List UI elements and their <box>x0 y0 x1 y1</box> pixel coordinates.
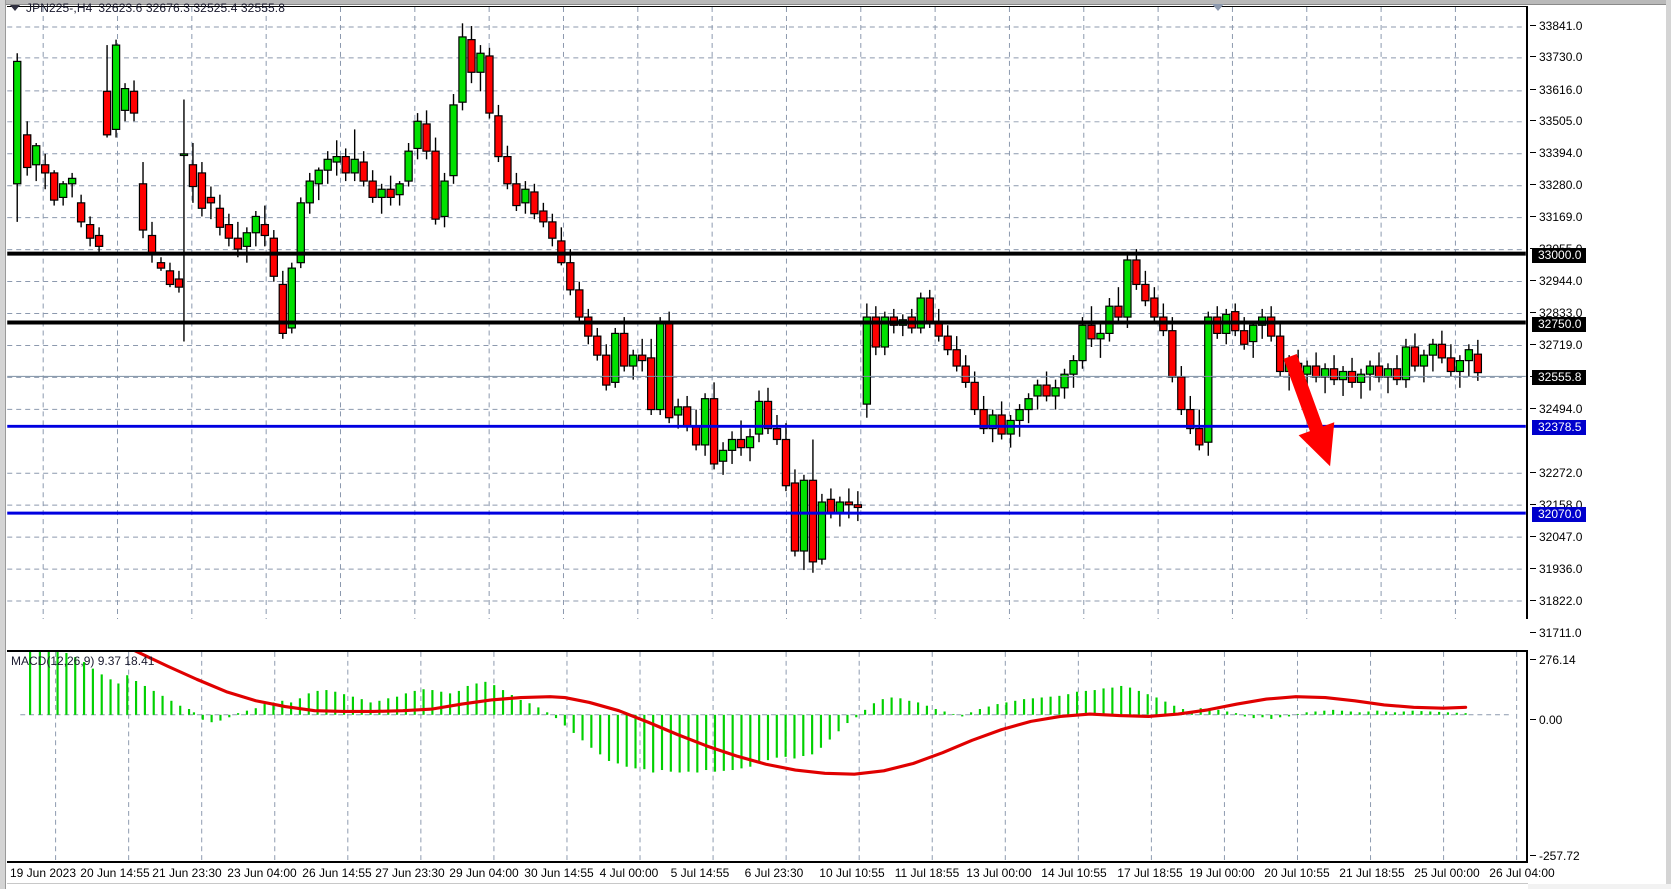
time-label: 25 Jul 00:00 <box>1414 866 1480 880</box>
price-tick-32833.0: 32833.0 <box>1530 306 1582 320</box>
price-tick-31822.0: 31822.0 <box>1530 594 1582 608</box>
time-label: 11 Jul 18:55 <box>894 866 960 880</box>
tick-dash <box>1530 216 1536 217</box>
tick-dash <box>1530 152 1536 153</box>
tick-dash <box>1530 536 1536 537</box>
tick-dash <box>1530 855 1536 856</box>
time-label: 17 Jul 18:55 <box>1117 866 1183 880</box>
price-tick-33394.0: 33394.0 <box>1530 146 1582 160</box>
time-label: 13 Jul 00:00 <box>966 866 1032 880</box>
macd-tick-276.14: 276.14 <box>1530 653 1576 667</box>
tick-dash <box>1530 56 1536 57</box>
price-tick-33616.0: 33616.0 <box>1530 83 1582 97</box>
price-tag-32555.8[interactable]: 32555.8 <box>1532 370 1587 385</box>
tick-dash <box>1530 472 1536 473</box>
chart-top-marker[interactable] <box>1212 4 1224 11</box>
price-axis[interactable]: 33841.0 33730.0 33616.0 33505.0 33394.0 33280… <box>1530 6 1666 863</box>
time-label: 5 Jul 14:55 <box>670 866 730 880</box>
price-tick-32944.0: 32944.0 <box>1530 274 1582 288</box>
tick-dash <box>1530 408 1536 409</box>
price-tick-32719.0: 32719.0 <box>1530 338 1582 352</box>
tick-dash <box>1530 312 1536 313</box>
tick-dash <box>1530 89 1536 90</box>
symbol-label: JPN225-,H4 <box>26 1 93 15</box>
time-label: 30 Jun 14:55 <box>524 866 594 880</box>
tick-dash <box>1530 659 1536 660</box>
tick-dash <box>1530 600 1536 601</box>
tick-dash <box>1530 120 1536 121</box>
price-tick-32272.0: 32272.0 <box>1530 466 1582 480</box>
time-label: 21 Jun 23:30 <box>152 866 222 880</box>
macd-indicator-pane[interactable]: MACD(12,26,9) 9.37 18.41 <box>7 650 1528 863</box>
time-label: 19 Jul 00:00 <box>1189 866 1255 880</box>
time-label: 27 Jun 23:30 <box>375 866 445 880</box>
price-tag-33000.0[interactable]: 33000.0 <box>1532 248 1587 263</box>
window-top-frame <box>0 0 1671 5</box>
tick-dash <box>1530 184 1536 185</box>
time-axis[interactable]: 19 Jun 2023 20 Jun 14:55 21 Jun 23:30 23 Ju… <box>7 864 1555 884</box>
macd-label: MACD(12,26,9) 9.37 18.41 <box>11 654 155 668</box>
time-label: 4 Jul 00:00 <box>599 866 659 880</box>
ohlc-values: 32623.6 32676.3 32525.4 32555.8 <box>98 1 285 15</box>
price-tick-33505.0: 33505.0 <box>1530 114 1582 128</box>
candlestick-plot <box>7 23 1526 573</box>
time-label: 29 Jun 04:00 <box>449 866 519 880</box>
price-tag-32070.0[interactable]: 32070.0 <box>1532 507 1587 522</box>
time-label: 26 Jul 04:00 <box>1489 866 1555 880</box>
window-right-frame <box>1666 0 1671 889</box>
price-tag-32378.5[interactable]: 32378.5 <box>1532 420 1587 435</box>
tick-dash <box>1530 632 1536 633</box>
price-tick-31936.0: 31936.0 <box>1530 562 1582 576</box>
triangle-down-icon[interactable] <box>10 5 20 11</box>
tick-dash <box>1530 504 1536 505</box>
price-tick-33169.0: 33169.0 <box>1530 210 1582 224</box>
time-label: 6 Jul 23:30 <box>744 866 804 880</box>
price-tick-32494.0: 32494.0 <box>1530 402 1582 416</box>
price-tick-31711.0: 31711.0 <box>1530 626 1582 640</box>
tick-dash <box>1530 568 1536 569</box>
price-tick-33730.0: 33730.0 <box>1530 50 1582 64</box>
price-tag-32750.0[interactable]: 32750.0 <box>1532 317 1587 332</box>
tick-dash <box>1530 344 1536 345</box>
time-label: 26 Jun 14:55 <box>302 866 372 880</box>
macd-plot <box>29 652 1468 776</box>
symbol-info-bar: JPN225-,H4 32623.6 32676.3 32525.4 32555… <box>10 1 285 15</box>
time-label: 19 Jun 2023 <box>9 866 77 880</box>
price-tick-33841.0: 33841.0 <box>1530 19 1582 33</box>
macd-tick-0.00: 0.00 <box>1530 713 1562 727</box>
time-label: 20 Jun 14:55 <box>80 866 150 880</box>
macd-tick--257.72: -257.72 <box>1530 849 1580 863</box>
tick-dash <box>1530 280 1536 281</box>
window-left-frame <box>0 0 6 889</box>
macd-grid <box>20 652 1518 861</box>
time-label: 23 Jun 04:00 <box>227 866 297 880</box>
time-label: 20 Jul 10:55 <box>1264 866 1330 880</box>
time-label: 14 Jul 10:55 <box>1041 866 1107 880</box>
price-tick-33280.0: 33280.0 <box>1530 178 1582 192</box>
time-label: 10 Jul 10:55 <box>819 866 885 880</box>
scroll-strip[interactable] <box>1528 884 1671 889</box>
time-label: 21 Jul 18:55 <box>1339 866 1405 880</box>
price-tick-32047.0: 32047.0 <box>1530 530 1582 544</box>
price-chart-pane[interactable] <box>7 6 1528 619</box>
tick-dash <box>1530 25 1536 26</box>
tick-dash <box>1530 719 1536 720</box>
